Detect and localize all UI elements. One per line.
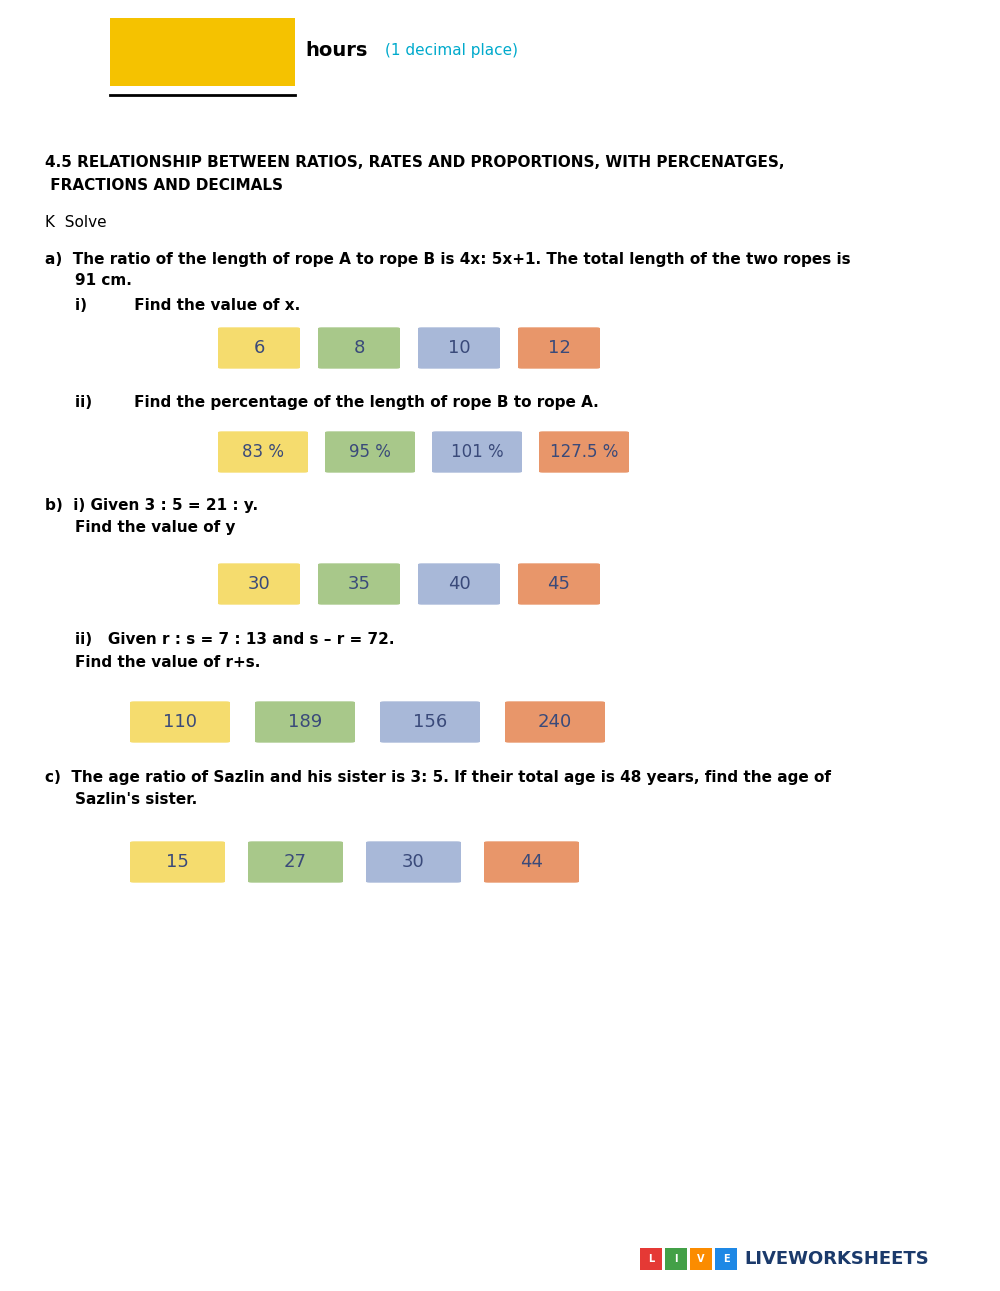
FancyBboxPatch shape (254, 701, 356, 742)
Text: 91 cm.: 91 cm. (75, 272, 132, 288)
Text: L: L (648, 1254, 654, 1264)
FancyBboxPatch shape (483, 842, 580, 883)
Text: 110: 110 (163, 713, 197, 731)
FancyBboxPatch shape (217, 431, 309, 473)
FancyBboxPatch shape (217, 563, 301, 604)
FancyBboxPatch shape (217, 328, 301, 369)
FancyBboxPatch shape (317, 563, 401, 604)
Text: 189: 189 (288, 713, 322, 731)
Text: 27: 27 (284, 853, 307, 871)
FancyBboxPatch shape (247, 842, 344, 883)
FancyBboxPatch shape (431, 431, 523, 473)
Text: b)  i) Given 3 : 5 = 21 : y.: b) i) Given 3 : 5 = 21 : y. (45, 498, 258, 513)
Text: 12: 12 (548, 340, 570, 358)
Text: 8: 8 (353, 340, 365, 358)
FancyBboxPatch shape (379, 701, 481, 742)
Text: 35: 35 (348, 574, 370, 593)
Text: 83 %: 83 % (242, 443, 284, 461)
FancyBboxPatch shape (317, 328, 401, 369)
FancyBboxPatch shape (517, 328, 601, 369)
Text: 95 %: 95 % (349, 443, 391, 461)
Text: 4.5 RELATIONSHIP BETWEEN RATIOS, RATES AND PROPORTIONS, WITH PERCENATGES,: 4.5 RELATIONSHIP BETWEEN RATIOS, RATES A… (45, 155, 784, 170)
Text: 127.5 %: 127.5 % (550, 443, 618, 461)
Text: (1 decimal place): (1 decimal place) (385, 43, 518, 58)
FancyBboxPatch shape (129, 842, 226, 883)
Text: Find the value of y: Find the value of y (75, 520, 236, 534)
Text: FRACTIONS AND DECIMALS: FRACTIONS AND DECIMALS (45, 178, 283, 192)
Text: 40: 40 (448, 574, 470, 593)
Text: 240: 240 (538, 713, 572, 731)
Text: 10: 10 (448, 340, 470, 358)
FancyBboxPatch shape (417, 563, 501, 604)
Text: ii)        Find the percentage of the length of rope B to rope A.: ii) Find the percentage of the length of… (75, 395, 599, 411)
FancyBboxPatch shape (664, 1247, 688, 1272)
FancyBboxPatch shape (639, 1247, 663, 1272)
Text: 30: 30 (402, 853, 425, 871)
FancyBboxPatch shape (517, 563, 601, 604)
Text: Sazlin's sister.: Sazlin's sister. (75, 791, 197, 807)
FancyBboxPatch shape (538, 431, 630, 473)
Text: I: I (674, 1254, 678, 1264)
Text: i)         Find the value of x.: i) Find the value of x. (75, 298, 300, 312)
FancyBboxPatch shape (504, 701, 606, 742)
Text: 15: 15 (166, 853, 189, 871)
Text: Find the value of r+s.: Find the value of r+s. (75, 655, 260, 670)
Text: hours: hours (305, 40, 367, 59)
FancyBboxPatch shape (324, 431, 416, 473)
Text: 45: 45 (548, 574, 570, 593)
FancyBboxPatch shape (103, 15, 302, 89)
Text: 30: 30 (248, 574, 270, 593)
Text: 44: 44 (520, 853, 543, 871)
Text: LIVEWORKSHEETS: LIVEWORKSHEETS (744, 1250, 929, 1268)
Text: 101 %: 101 % (451, 443, 503, 461)
Text: c)  The age ratio of Sazlin and his sister is 3: 5. If their total age is 48 yea: c) The age ratio of Sazlin and his siste… (45, 769, 831, 785)
Text: K  Solve: K Solve (45, 216, 107, 230)
FancyBboxPatch shape (417, 328, 501, 369)
FancyBboxPatch shape (365, 842, 462, 883)
Text: V: V (697, 1254, 705, 1264)
FancyBboxPatch shape (689, 1247, 713, 1272)
Text: E: E (723, 1254, 729, 1264)
FancyBboxPatch shape (714, 1247, 738, 1272)
Text: a)  The ratio of the length of rope A to rope B is 4x: 5x+1. The total length of: a) The ratio of the length of rope A to … (45, 252, 851, 267)
FancyBboxPatch shape (129, 701, 231, 742)
Text: 156: 156 (413, 713, 447, 731)
Text: 6: 6 (253, 340, 265, 358)
Text: ii)   Given r : s = 7 : 13 and s – r = 72.: ii) Given r : s = 7 : 13 and s – r = 72. (75, 633, 394, 647)
